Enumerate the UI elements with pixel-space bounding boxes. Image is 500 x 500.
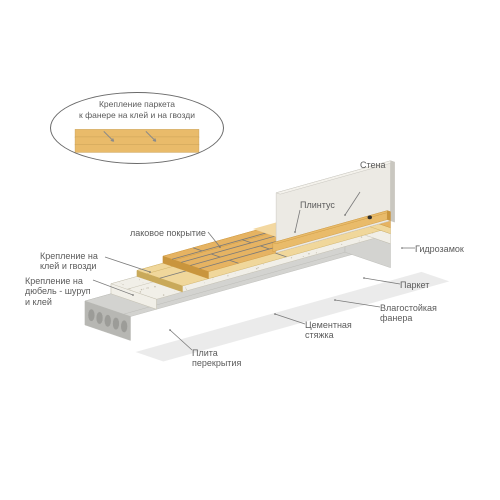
label-parquet: Паркет (400, 280, 429, 290)
label-lacquer: лаковое покрытие (130, 228, 206, 238)
label-screed: Цементнаястяжка (305, 320, 352, 341)
label-hydrolock: Гидрозамок (415, 244, 464, 254)
inset-caption-2: к фанере на клей и на гвозди (51, 111, 223, 121)
inset-detail: Крепление паркета к фанере на клей и на … (50, 92, 224, 164)
inset-caption-1: Крепление паркета (51, 100, 223, 110)
label-slab: Плитаперекрытия (192, 348, 241, 369)
label-plywood: Влагостойкаяфанера (380, 303, 437, 324)
label-plinth: Плинтус (300, 200, 335, 210)
label-glue-nails: Крепление наклей и гвозди (40, 251, 98, 272)
label-dowel: Крепление надюбель - шурупи клей (25, 276, 91, 307)
label-wall: Стена (360, 160, 386, 170)
flooring-diagram: { "inset": { "caption_l1": "Крепление па… (0, 0, 500, 500)
